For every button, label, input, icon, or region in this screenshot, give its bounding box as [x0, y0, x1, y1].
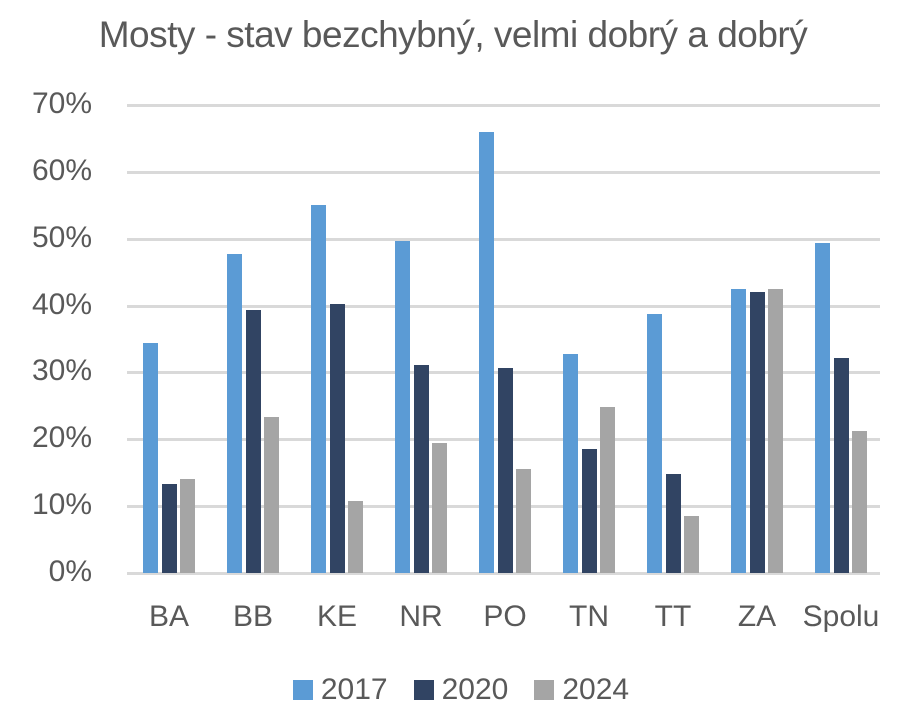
y-tick-label: 20% — [31, 421, 92, 455]
bar-ke-2020 — [329, 304, 345, 573]
bar-spolu-2020 — [833, 357, 849, 573]
x-tick-label: TT — [654, 600, 692, 633]
legend-item-2024: 2024 — [534, 673, 629, 707]
bar-za-2020 — [749, 291, 765, 573]
legend-label: 2017 — [320, 673, 388, 706]
x-tick-label: PO — [483, 600, 527, 633]
legend-item-2017: 2017 — [292, 673, 388, 707]
bar-tt-2017 — [647, 313, 662, 573]
y-tick-label: 40% — [31, 287, 92, 321]
bar-za-2024 — [768, 288, 783, 573]
bar-ba-2017 — [143, 343, 158, 573]
legend: 2017 2020 2024 — [0, 673, 922, 707]
bar-bb-2017 — [227, 254, 242, 573]
bar-ke-2017 — [311, 205, 326, 573]
bar-bb-2020 — [245, 309, 261, 573]
x-tick-label: ZA — [737, 600, 777, 633]
bar-tn-2017 — [563, 354, 578, 573]
bar-spolu-2017 — [815, 242, 830, 573]
bar-bb-2024 — [264, 416, 279, 573]
bar-ke-2024 — [348, 501, 363, 573]
x-tick-label: NR — [399, 600, 443, 633]
bar-spolu-2024 — [852, 430, 867, 573]
gridline — [127, 170, 880, 174]
bar-tt-2024 — [684, 516, 699, 573]
y-tick-label: 60% — [31, 153, 92, 187]
gridline — [127, 104, 880, 107]
x-tick-label: KE — [316, 600, 358, 633]
bar-ba-2020 — [161, 484, 177, 573]
y-tick-label: 50% — [31, 220, 92, 254]
legend-swatch-icon — [534, 680, 555, 700]
legend-item-2020: 2020 — [413, 673, 509, 707]
chart-title-text: Mosty - stav bezchybný, velmi dobrý a do… — [98, 14, 808, 55]
gridline — [127, 304, 880, 308]
bar-po-2017 — [479, 131, 494, 573]
x-tick-label: Spolu — [802, 600, 880, 633]
bar-ba-2024 — [180, 479, 195, 573]
bar-nr-2017 — [395, 241, 410, 573]
bar-nr-2024 — [432, 443, 447, 573]
bar-za-2017 — [731, 288, 746, 573]
bar-tn-2020 — [581, 449, 597, 573]
bar-tt-2020 — [665, 474, 681, 573]
y-tick-label: 70% — [31, 87, 92, 120]
bar-tn-2024 — [600, 407, 615, 573]
chart-title: Mosty - stav bezchybný, velmi dobrý a do… — [0, 14, 922, 56]
y-tick-label: 30% — [31, 354, 92, 388]
legend-swatch-icon — [413, 680, 434, 700]
x-tick-label: BA — [148, 600, 190, 633]
bar-po-2024 — [516, 469, 531, 573]
gridline — [127, 237, 880, 241]
bar-po-2020 — [497, 367, 513, 573]
bar-nr-2020 — [413, 365, 429, 573]
legend-label: 2024 — [562, 673, 630, 706]
plot-area — [127, 104, 880, 575]
y-tick-label: 0% — [48, 555, 92, 588]
gridline — [127, 572, 880, 575]
x-tick-label: TN — [569, 600, 609, 633]
legend-label: 2020 — [441, 673, 509, 706]
x-tick-label: BB — [232, 600, 274, 633]
y-tick-label: 10% — [31, 488, 92, 522]
legend-swatch-icon — [292, 680, 313, 700]
